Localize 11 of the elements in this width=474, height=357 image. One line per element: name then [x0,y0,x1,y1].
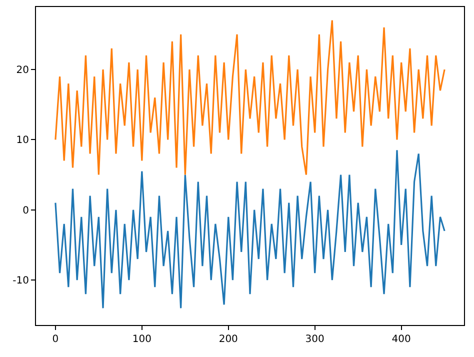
x-tick-label: 300 [305,334,324,345]
x-tick-label: 0 [52,334,59,345]
line-series [54,149,446,309]
y-tick-label: 0 [22,205,29,216]
x-tick-label: 400 [392,334,411,345]
x-tick-label: 100 [132,334,152,345]
x-tick-label: 200 [218,334,238,345]
y-tick-label: -10 [12,276,29,287]
y-tick-label: 20 [16,64,29,76]
line-series [54,20,446,176]
y-tick-label: 10 [16,135,29,146]
